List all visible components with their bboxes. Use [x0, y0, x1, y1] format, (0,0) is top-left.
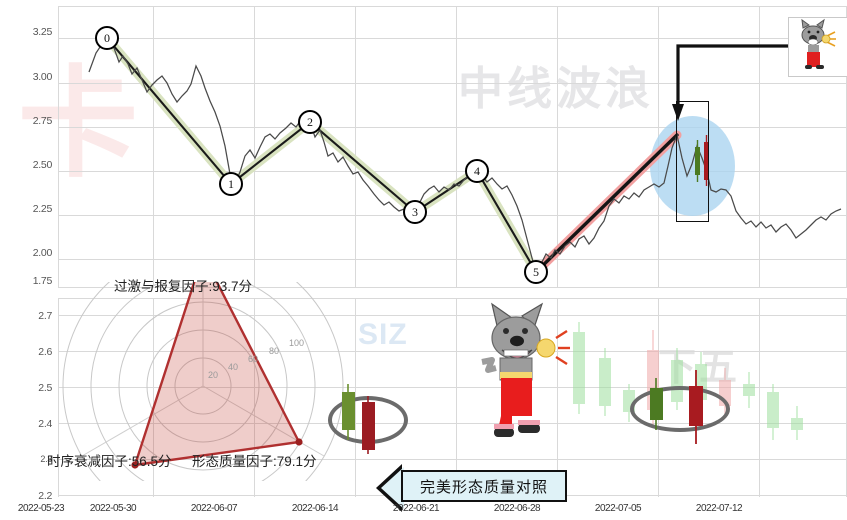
gridline	[557, 6, 558, 288]
x-axis-tick: 2022-05-30	[89, 503, 137, 514]
gridline	[759, 6, 760, 288]
impulse-highlight-green	[102, 33, 541, 277]
gridline	[355, 6, 356, 288]
gridline	[58, 298, 847, 299]
radar-tick-20: 20	[208, 370, 219, 380]
x-axis-tick: 2022-06-07	[190, 503, 238, 514]
y-axis-tick: 2.2	[38, 490, 52, 502]
radar-tick-80: 80	[269, 346, 280, 356]
wolf-mascot-icon	[481, 302, 570, 437]
gridline	[58, 127, 847, 128]
wave-node-4[interactable]: 4	[465, 159, 489, 183]
radar-point-1	[295, 438, 303, 446]
y-axis-tick: 2.5	[38, 382, 52, 394]
gridline	[58, 171, 847, 172]
factor-radar-svg	[62, 282, 344, 481]
price-wave-chart: 卡 中线波浪	[18, 6, 847, 288]
radar-tick-60: 60	[248, 354, 259, 364]
y-axis-tick: 1.75	[32, 275, 53, 287]
callout-arrow-head	[381, 467, 404, 509]
pattern-compare-callout[interactable]: 完美形态质量对照	[401, 470, 567, 502]
gridline	[58, 298, 59, 497]
y-axis-tick: 2.00	[32, 247, 53, 259]
wave-node-2[interactable]: 2	[298, 110, 322, 134]
radar-point-2	[131, 461, 139, 469]
radar-label-bottom-right: 形态质量因子:79.1分	[192, 454, 317, 469]
radar-label-top: 过激与报复因子:93.7分	[114, 279, 253, 294]
gridline	[58, 459, 847, 460]
price-series-svg	[88, 33, 842, 277]
gridline	[153, 6, 154, 288]
annotation-arrowhead	[672, 104, 684, 121]
wave-node-0[interactable]: 0	[95, 26, 119, 50]
peak-zoom-box	[676, 101, 709, 222]
peak-mini-candles	[695, 135, 709, 186]
annotation-arrow	[676, 44, 836, 106]
wave-node-5[interactable]: 5	[524, 260, 548, 284]
right-pattern-candles	[650, 370, 703, 444]
x-axis-tick: 2022-06-14	[291, 503, 339, 514]
y-axis-tick: 2.50	[32, 159, 53, 171]
x-axis-tick: 2022-06-21	[392, 503, 440, 514]
y-axis-tick: 2.3	[40, 454, 52, 464]
y-axis-tick: 2.4	[38, 418, 52, 430]
x-axis-tick: 2022-07-12	[695, 503, 743, 514]
gridline	[58, 287, 847, 288]
gridline	[58, 423, 847, 424]
y-axis-tick: 2.25	[32, 203, 53, 215]
gridline	[58, 83, 847, 84]
peak-highlight-blob	[650, 116, 735, 216]
gridline	[58, 215, 847, 216]
gridline	[58, 259, 847, 260]
gridline	[456, 6, 457, 288]
gridline	[153, 298, 154, 497]
pattern-compare-chart: SIZ 下五	[58, 282, 847, 497]
radar-tick-40: 40	[228, 362, 239, 372]
gridline	[456, 298, 457, 497]
y-axis-tick: 2.75	[32, 115, 53, 127]
wave-node-3[interactable]: 3	[403, 200, 427, 224]
watermark-siz: SIZ	[358, 318, 408, 351]
gridline	[58, 38, 847, 39]
right-pattern-ellipse	[630, 386, 730, 432]
y-axis-tick: 2.7	[38, 310, 52, 322]
wolf-cartoon-icon	[801, 18, 836, 69]
gridline	[58, 387, 847, 388]
wave-skeleton	[105, 36, 538, 274]
gridline	[58, 6, 59, 288]
gridline	[58, 6, 847, 7]
gridline	[759, 298, 760, 497]
left-pattern-candles	[342, 384, 375, 454]
y-axis-tick: 3.00	[32, 71, 53, 83]
x-axis-tick: 2022-07-05	[594, 503, 642, 514]
y-axis-tick: 2.6	[38, 346, 52, 358]
radar-label-bottom-left: 时序衰减因子:56.5分	[47, 454, 172, 469]
wolf-cartoon-thumbnail[interactable]	[788, 17, 847, 77]
gridline	[58, 315, 847, 316]
gridline	[557, 298, 558, 497]
rally-trendline	[534, 133, 679, 274]
gridline	[58, 351, 847, 352]
y-axis-tick: 3.25	[32, 26, 53, 38]
gridline	[254, 298, 255, 497]
x-axis-tick: 2022-05-23	[17, 503, 65, 514]
wave-node-1[interactable]: 1	[219, 172, 243, 196]
gridline	[254, 6, 255, 288]
radar-data-polygon	[133, 282, 301, 467]
x-axis-tick: 2022-06-28	[493, 503, 541, 514]
radar-tick-100: 100	[289, 338, 305, 348]
